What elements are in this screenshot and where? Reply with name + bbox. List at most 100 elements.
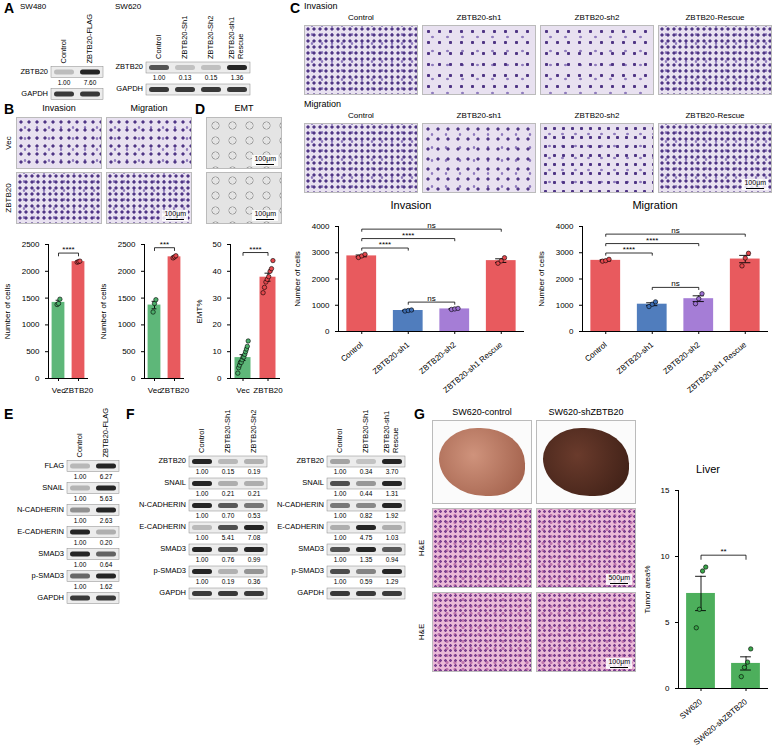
svg-text:****: **** [623, 245, 635, 254]
svg-text:ZBTB20-sh1 Rescue: ZBTB20-sh1 Rescue [442, 340, 505, 395]
svg-text:p-SMAD3: p-SMAD3 [153, 566, 186, 575]
svg-text:10: 10 [213, 347, 222, 356]
svg-text:1.29: 1.29 [386, 578, 399, 585]
svg-text:1.36: 1.36 [231, 74, 244, 81]
svg-text:ZBTB20-sh2: ZBTB20-sh2 [661, 340, 702, 376]
svg-text:Control: Control [339, 340, 365, 364]
svg-text:1.00: 1.00 [334, 534, 347, 541]
svg-text:ZBTB20-FLAG: ZBTB20-FLAG [101, 408, 110, 458]
svg-text:0.82: 0.82 [360, 512, 373, 519]
svg-text:Control: Control [154, 34, 163, 59]
svg-text:0: 0 [325, 327, 330, 336]
svg-text:E-CADHERIN: E-CADHERIN [17, 527, 64, 536]
svg-text:Control: Control [75, 433, 84, 458]
svg-text:1.31: 1.31 [386, 490, 399, 497]
svg-text:ns: ns [671, 226, 679, 235]
svg-text:ns: ns [427, 221, 435, 230]
svg-text:7.60: 7.60 [84, 79, 97, 86]
svg-text:Control: Control [583, 340, 609, 364]
svg-text:N-CADHERIN: N-CADHERIN [139, 500, 186, 509]
svg-text:GAPDH: GAPDH [297, 588, 324, 597]
svg-text:SMAD3: SMAD3 [160, 544, 186, 553]
svg-text:ZBTB20-Sh1: ZBTB20-Sh1 [180, 16, 189, 59]
svg-text:ZBTB20: ZBTB20 [20, 67, 48, 76]
svg-text:1.00: 1.00 [196, 468, 209, 475]
svg-text:7.08: 7.08 [248, 534, 261, 541]
svg-text:6.27: 6.27 [100, 473, 113, 480]
svg-text:0.19: 0.19 [222, 578, 235, 585]
svg-text:***: *** [160, 240, 169, 249]
svg-text:N-CADHERIN: N-CADHERIN [17, 505, 64, 514]
svg-text:ZBTB20-Sh1: ZBTB20-Sh1 [223, 410, 232, 453]
svg-text:30: 30 [213, 294, 222, 303]
svg-text:1.00: 1.00 [74, 561, 87, 568]
svg-text:0.13: 0.13 [179, 74, 192, 81]
svg-text:5: 5 [665, 618, 670, 627]
svg-text:2000: 2000 [22, 267, 40, 276]
svg-text:****: **** [249, 245, 261, 254]
svg-text:ZBTB20: ZBTB20 [253, 386, 283, 395]
svg-text:Vec: Vec [236, 386, 249, 395]
svg-text:1500: 1500 [22, 294, 40, 303]
svg-text:Rescue: Rescue [391, 428, 400, 453]
svg-text:1.35: 1.35 [360, 556, 373, 563]
svg-text:ZBTB20: ZBTB20 [158, 456, 186, 465]
svg-text:1.00: 1.00 [153, 74, 166, 81]
svg-text:50: 50 [213, 240, 222, 249]
svg-text:ns: ns [427, 294, 435, 303]
svg-text:Number of cells: Number of cells [293, 251, 302, 307]
svg-text:0.99: 0.99 [248, 556, 261, 563]
svg-text:0: 0 [569, 327, 574, 336]
svg-text:0.53: 0.53 [248, 512, 261, 519]
svg-text:0.21: 0.21 [248, 490, 261, 497]
svg-text:500: 500 [122, 347, 136, 356]
svg-text:Number of cells: Number of cells [3, 284, 12, 340]
svg-text:ZBTB20-sh1: ZBTB20-sh1 [382, 411, 391, 453]
svg-text:1.00: 1.00 [334, 468, 347, 475]
svg-text:Tumor area%: Tumor area% [643, 565, 652, 613]
svg-text:ZBTB20-sh1: ZBTB20-sh1 [371, 340, 412, 376]
svg-text:0: 0 [665, 684, 670, 693]
svg-text:1.00: 1.00 [74, 517, 87, 524]
svg-text:****: **** [646, 236, 658, 245]
svg-text:500: 500 [26, 347, 40, 356]
svg-text:E-CADHERIN: E-CADHERIN [277, 522, 324, 531]
svg-text:0.19: 0.19 [248, 468, 261, 475]
svg-text:5.63: 5.63 [100, 495, 113, 502]
svg-text:0.21: 0.21 [222, 490, 235, 497]
svg-text:EMT%: EMT% [195, 300, 204, 324]
svg-text:GAPDH: GAPDH [116, 84, 143, 93]
svg-text:1.00: 1.00 [58, 79, 71, 86]
svg-text:4.75: 4.75 [360, 534, 373, 541]
svg-text:1000: 1000 [22, 320, 40, 329]
svg-text:****: **** [379, 240, 391, 249]
svg-text:Rescue: Rescue [236, 34, 245, 59]
svg-text:2000: 2000 [118, 267, 136, 276]
svg-text:0.94: 0.94 [386, 556, 399, 563]
svg-text:SMAD3: SMAD3 [298, 544, 324, 553]
svg-text:SW620: SW620 [115, 2, 142, 11]
svg-text:0: 0 [35, 374, 40, 383]
svg-text:1500: 1500 [118, 294, 136, 303]
svg-text:E-CADHERIN: E-CADHERIN [139, 522, 186, 531]
svg-text:0.36: 0.36 [248, 578, 261, 585]
svg-text:3000: 3000 [312, 248, 330, 257]
svg-text:1.03: 1.03 [386, 534, 399, 541]
svg-text:Number of cells: Number of cells [537, 251, 546, 307]
svg-text:SNAIL: SNAIL [164, 478, 186, 487]
svg-text:15: 15 [661, 486, 670, 495]
svg-text:1.00: 1.00 [196, 534, 209, 541]
svg-text:0.64: 0.64 [100, 561, 113, 568]
svg-text:****: **** [62, 245, 74, 254]
svg-text:1000: 1000 [118, 320, 136, 329]
svg-text:ZBTB20-sh1 Rescue: ZBTB20-sh1 Rescue [686, 340, 749, 395]
svg-text:SW480: SW480 [20, 2, 47, 11]
svg-text:N-CADHERIN: N-CADHERIN [277, 500, 324, 509]
svg-text:**: ** [720, 547, 726, 556]
svg-text:ZBTB20: ZBTB20 [296, 456, 324, 465]
svg-text:1000: 1000 [556, 301, 574, 310]
svg-text:ZBTB20: ZBTB20 [64, 386, 94, 395]
svg-text:1.00: 1.00 [196, 578, 209, 585]
svg-text:1.00: 1.00 [74, 539, 87, 546]
svg-text:10: 10 [661, 552, 670, 561]
